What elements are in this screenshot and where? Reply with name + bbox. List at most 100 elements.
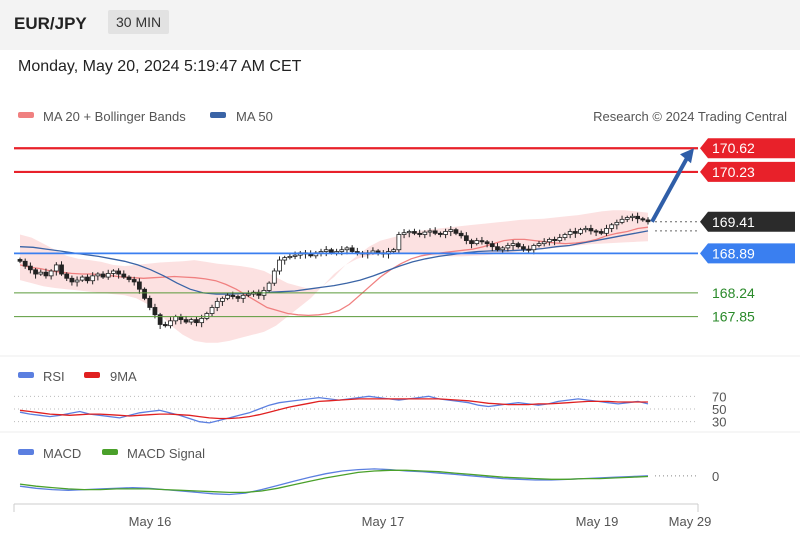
timeframe-badge[interactable]: 30 MIN [108, 10, 170, 34]
candle-body [287, 256, 293, 259]
candle-body [598, 231, 604, 234]
level-tag [700, 211, 795, 232]
macd-plot: 0 [19, 468, 719, 496]
candle-body [495, 246, 500, 251]
ma50-line [19, 230, 649, 295]
ma50-legend-swatch [210, 112, 226, 118]
candle-body [147, 297, 153, 308]
candle-body [505, 245, 511, 249]
candle-body [121, 273, 127, 278]
candle-body [111, 270, 116, 274]
candle-body [469, 240, 474, 245]
candle-body [572, 231, 578, 234]
candle-body [79, 276, 85, 281]
rsi-level-label: 50 [712, 402, 726, 417]
candle-body [406, 231, 412, 234]
level-label: 168.89 [712, 245, 755, 261]
candle-body [427, 230, 433, 233]
candle-body [282, 257, 288, 261]
candle-body [188, 319, 194, 323]
candle-body [463, 235, 469, 242]
candle-body [552, 238, 557, 242]
candle-body [458, 232, 464, 237]
candle-body [588, 228, 594, 232]
rsi-level-label: 70 [712, 389, 726, 404]
candle-body [562, 234, 568, 238]
candle-body [152, 307, 158, 316]
candle-body [142, 288, 147, 299]
candle-body [521, 246, 526, 250]
candle-body [157, 314, 163, 325]
candle-body [126, 276, 132, 280]
candle-body [323, 249, 329, 252]
candle-body [453, 229, 459, 234]
candle-body [531, 245, 537, 251]
candle-body [194, 319, 199, 324]
candle-body [557, 237, 563, 242]
candle-body [220, 297, 225, 302]
candle-body [292, 254, 298, 257]
candle-body [526, 248, 532, 251]
candle-body [33, 269, 38, 275]
level-label: 169.41 [712, 214, 755, 230]
level-label: 168.24 [712, 285, 755, 301]
rsi-ma-legend-swatch [84, 372, 100, 378]
x-axis-label: May 16 [129, 514, 172, 529]
macd-legend-label: MACD [43, 446, 81, 461]
candle-body [438, 232, 443, 235]
candle-body [136, 281, 142, 290]
candle-body [168, 320, 173, 327]
candle-body [48, 270, 54, 277]
candle-body [64, 273, 70, 279]
level-label: 167.85 [712, 309, 755, 325]
candle-body [484, 241, 490, 245]
candle-body [235, 296, 241, 299]
candle-body [183, 319, 189, 323]
candle-body [474, 240, 480, 245]
macd-signal-legend-label: MACD Signal [127, 446, 205, 461]
candle-body [412, 231, 417, 234]
candle-body [630, 215, 635, 218]
x-axis-labels: May 16 May 17 May 19 May 29 [129, 514, 712, 529]
candle-body [17, 259, 23, 262]
candle-body [38, 271, 44, 275]
candle-body [85, 276, 90, 282]
candle-body [214, 300, 220, 308]
candle-body [349, 247, 355, 252]
candle-body [162, 324, 168, 327]
level-label: 170.62 [712, 140, 755, 156]
credit-text: Research © 2024 Trading Central [593, 109, 787, 124]
candle-body [344, 247, 350, 251]
candle-body [230, 294, 236, 297]
candle-body [593, 230, 599, 233]
levels: 170.62 170.23 169.41 168.89 168.24 167.85 [14, 138, 795, 325]
candle-body [547, 238, 552, 243]
macd-legend-swatch [18, 449, 34, 455]
candle-body [173, 316, 179, 322]
candle-body [443, 231, 448, 235]
candle-body [422, 231, 428, 235]
candle-body [90, 275, 96, 282]
candle-body [277, 259, 282, 272]
candle-body [116, 270, 121, 275]
level-tag [700, 138, 795, 159]
candle-body [199, 317, 205, 324]
forecast-arrow-shaft [650, 155, 690, 223]
candle-body [583, 228, 589, 231]
candle-body [614, 221, 620, 226]
macd-line [19, 468, 649, 496]
candle-body [391, 249, 397, 252]
rsi-legend-label: RSI [43, 369, 65, 384]
rsi-ma-line [19, 398, 648, 420]
pair-title: EUR/JPY [14, 14, 87, 33]
candle-body [105, 273, 111, 278]
rsi-legend-swatch [18, 372, 34, 378]
candle-body [69, 277, 75, 283]
candle-body [240, 294, 246, 299]
candle-body [417, 232, 423, 235]
candle-body [604, 228, 609, 234]
macd-zero-label: 0 [712, 469, 719, 484]
candle-body [448, 229, 454, 232]
